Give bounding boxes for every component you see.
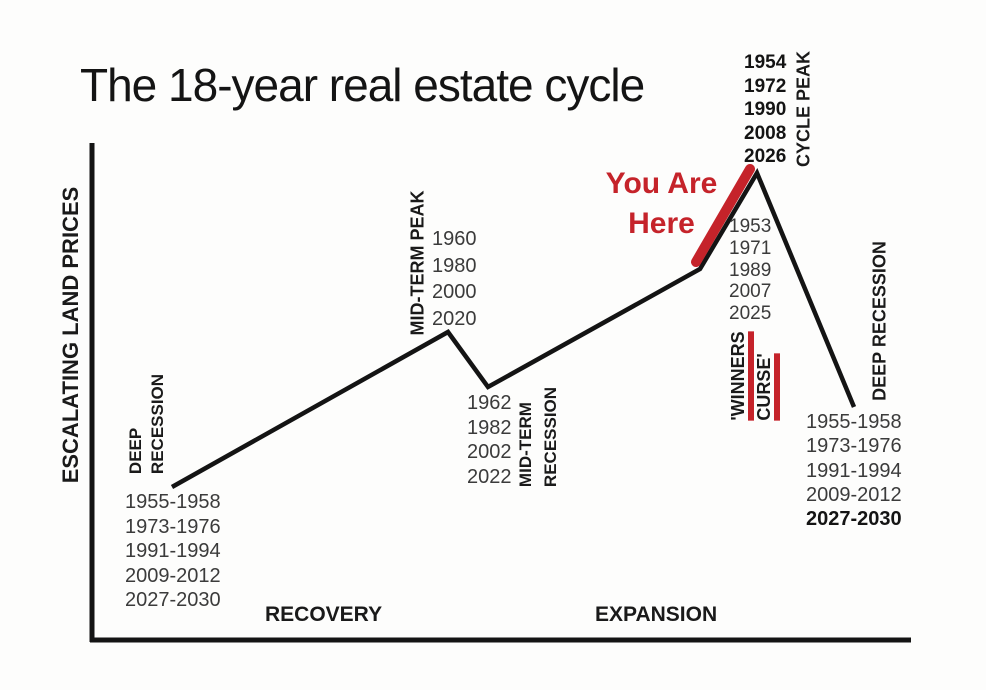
year-item: 2007 xyxy=(729,281,772,303)
y-axis-label: ESCALATING LAND PRICES xyxy=(58,186,83,484)
winners-curse-line1: 'WINNERS xyxy=(728,331,748,421)
year-item: 1953 xyxy=(729,216,772,237)
year-item: 1955-1958 xyxy=(125,491,221,513)
year-item: 1954 xyxy=(744,52,787,73)
mid-term-recession-line1: MID-TERM xyxy=(516,402,535,488)
you-are-here-label: You Are Here xyxy=(589,164,734,244)
year-item: 1971 xyxy=(729,237,772,259)
you-are-here-line1: You Are xyxy=(605,167,718,200)
year-item: 2009-2012 xyxy=(125,564,221,587)
year-item: 1973-1976 xyxy=(806,435,902,458)
year-item: 2022 xyxy=(467,465,512,488)
year-item: 2002 xyxy=(467,441,512,463)
year-item: 1973-1976 xyxy=(125,515,221,538)
year-item: 1955-1958 xyxy=(806,411,902,433)
deep-recession-right-label: DEEP RECESSION xyxy=(869,241,890,401)
year-item: 1960 xyxy=(432,228,477,250)
year-item: 2020 xyxy=(432,307,477,330)
post-peak-years: 1953 1971 1989 2007 2025 xyxy=(729,216,771,325)
year-item: 1990 xyxy=(744,99,787,120)
year-item: 1962 xyxy=(467,392,512,414)
year-item: 1991-1994 xyxy=(806,459,902,482)
winners-curse-line2: CURSE' xyxy=(754,353,774,421)
year-item: 2000 xyxy=(432,281,477,303)
deep-recession-left-years: 1955-1958 1973-1976 1991-1994 2009-2012 … xyxy=(125,490,221,613)
mid-term-recession-years: 1962 1982 2002 2022 xyxy=(467,391,512,489)
mid-term-peak-label: MID-TERM PEAK xyxy=(407,190,428,336)
phase-label-expansion: EXPANSION xyxy=(595,603,718,626)
year-item: 2008 xyxy=(744,122,787,144)
you-are-here-line2: Here xyxy=(628,207,695,240)
year-item: 2025 xyxy=(729,303,772,325)
mid-term-recession-line2: RECESSION xyxy=(541,386,560,488)
year-item: 1972 xyxy=(744,75,787,97)
cycle-peak-label: CYCLE PEAK xyxy=(793,50,814,168)
cycle-peak-years: 1954 1972 1990 2008 2026 xyxy=(744,51,786,169)
winners-curse-label: 'WINNERS CURSE' xyxy=(725,331,777,420)
year-item: 1982 xyxy=(467,416,512,439)
year-item: 2009-2012 xyxy=(806,483,902,506)
page-title: The 18-year real estate cycle xyxy=(80,59,645,111)
year-item: 1980 xyxy=(432,254,477,277)
mid-term-peak-years: 1960 1980 2000 2020 xyxy=(432,226,477,332)
mid-term-recession-label: MID-TERM RECESSION xyxy=(513,387,563,487)
cycle-polyline xyxy=(170,167,857,489)
year-item: 1991-1994 xyxy=(125,540,221,562)
deep-recession-left-line2: RECESSION xyxy=(148,373,167,475)
phase-label-recovery: RECOVERY xyxy=(265,603,383,626)
year-item: 1989 xyxy=(729,259,772,281)
year-item: 2027-2030 xyxy=(125,589,221,611)
year-item: 2026 xyxy=(744,146,787,167)
deep-recession-left-line1: DEEP xyxy=(126,427,145,475)
year-item-bold: 2027-2030 xyxy=(806,508,902,531)
deep-recession-right-years: 1955-1958 1973-1976 1991-1994 2009-2012 … xyxy=(806,410,902,531)
you-are-here-segment xyxy=(691,164,755,267)
deep-recession-left-label: DEEP RECESSION xyxy=(125,374,169,474)
